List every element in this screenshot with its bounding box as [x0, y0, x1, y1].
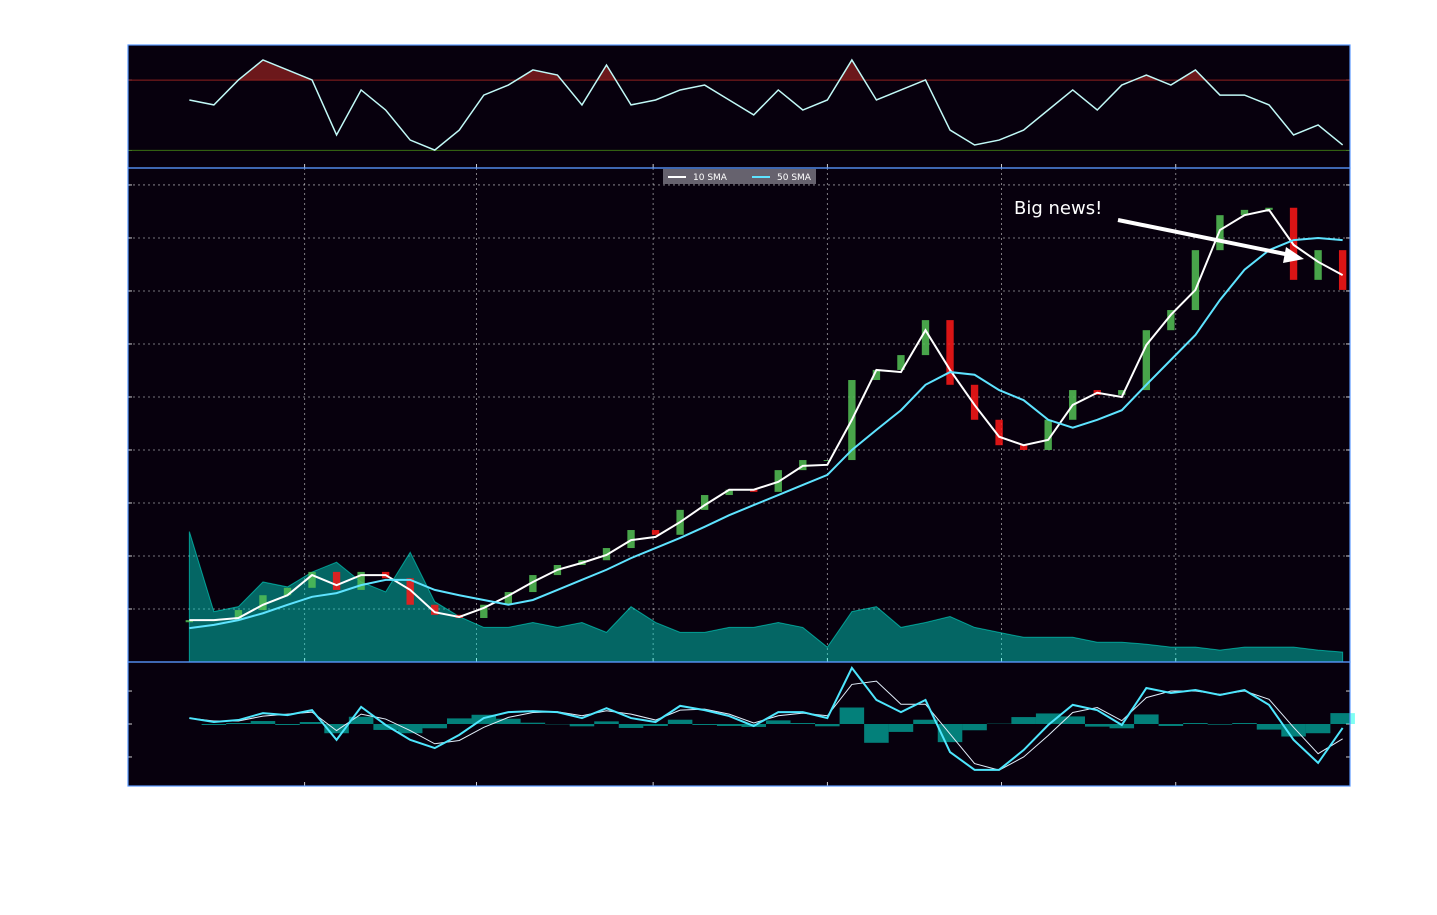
candle — [1118, 390, 1126, 395]
histogram-bar — [1158, 724, 1184, 726]
histogram-bar — [520, 722, 546, 724]
histogram-bar — [397, 724, 423, 734]
histogram-bar — [618, 724, 644, 728]
candle — [872, 369, 881, 381]
histogram-bar — [888, 724, 914, 732]
histogram-bar — [348, 716, 374, 724]
histogram-bar — [1011, 717, 1036, 724]
candle — [725, 489, 733, 496]
histogram-bar — [569, 724, 595, 727]
candle — [1240, 209, 1249, 216]
histogram-bar — [299, 722, 325, 724]
candle — [259, 595, 267, 611]
histogram-bar — [496, 718, 521, 724]
histogram-bar — [815, 724, 840, 727]
candle — [1191, 250, 1200, 311]
histogram-bar — [790, 723, 816, 724]
histogram-bar — [962, 724, 987, 731]
candle — [1167, 310, 1175, 331]
candle — [1142, 330, 1151, 391]
candle — [823, 460, 832, 462]
legend-box — [663, 169, 816, 184]
sma-line — [189, 208, 1344, 622]
histogram-bar — [1035, 713, 1061, 724]
candle — [283, 587, 292, 596]
candle — [1044, 419, 1052, 450]
candle — [651, 530, 660, 535]
histogram-bar — [1084, 724, 1110, 727]
histogram-bar — [446, 718, 472, 724]
histogram-bar — [1134, 714, 1159, 724]
histogram-bar — [1305, 724, 1331, 734]
candle — [1265, 207, 1273, 210]
histogram-bar — [1183, 723, 1208, 724]
histogram-bar — [643, 724, 668, 726]
histogram-bar — [1060, 716, 1085, 724]
rsi-line — [189, 58, 1344, 151]
histogram-bar — [1207, 724, 1233, 725]
histogram-bar — [373, 724, 398, 730]
candle — [946, 320, 954, 385]
histogram-bar — [1232, 723, 1257, 724]
macd-line — [189, 666, 1344, 771]
histogram-bar — [667, 719, 693, 724]
candle — [1019, 445, 1028, 450]
candle — [504, 592, 513, 605]
legend-label: 50 SMA — [777, 173, 812, 183]
candle — [234, 610, 243, 621]
legend: 10 SMA 50 SMA — [663, 169, 816, 184]
candle — [995, 419, 1003, 446]
candle — [431, 604, 439, 615]
candle — [406, 578, 414, 605]
histogram-bar — [275, 724, 300, 725]
candle — [332, 571, 341, 590]
candle — [970, 384, 979, 420]
plot-background — [128, 45, 1350, 786]
histogram-bar — [471, 714, 497, 724]
candle — [308, 571, 316, 588]
candle — [750, 489, 758, 492]
panel-border — [127, 661, 1351, 787]
annotation-arrowhead — [1283, 247, 1304, 263]
candle — [1216, 215, 1224, 251]
histogram-bar — [864, 724, 889, 743]
candle — [1314, 250, 1322, 280]
histogram-bar — [1330, 713, 1355, 724]
annotation: Big news! — [1014, 198, 1102, 219]
histogram-bar — [839, 707, 865, 724]
histogram-bar — [594, 721, 619, 724]
histogram-bar — [765, 720, 791, 724]
histogram-bar — [1256, 724, 1282, 730]
candle — [897, 355, 905, 370]
histogram-bar — [250, 721, 276, 724]
candle — [529, 575, 537, 593]
histogram-bar — [692, 724, 717, 725]
volume-area — [188, 531, 1344, 663]
histogram-bar — [422, 724, 447, 729]
candle — [921, 320, 930, 356]
histogram-bar — [324, 724, 349, 734]
candle — [357, 571, 365, 590]
sma-line — [189, 236, 1343, 630]
annotation-arrow — [1117, 218, 1291, 257]
candle — [1338, 250, 1347, 290]
histogram-bar — [716, 724, 742, 726]
histogram-bar — [201, 724, 227, 725]
legend-label: 10 SMA — [693, 173, 728, 183]
histogram-bar — [226, 723, 251, 724]
histogram-bar — [913, 719, 938, 724]
candle — [627, 530, 635, 549]
candle — [700, 495, 709, 510]
candle — [480, 604, 488, 619]
candle — [185, 620, 194, 623]
